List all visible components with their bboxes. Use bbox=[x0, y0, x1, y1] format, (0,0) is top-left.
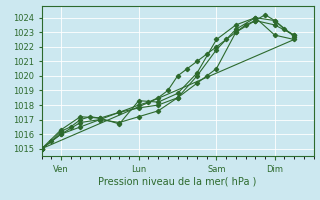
X-axis label: Pression niveau de la mer( hPa ): Pression niveau de la mer( hPa ) bbox=[99, 177, 257, 187]
